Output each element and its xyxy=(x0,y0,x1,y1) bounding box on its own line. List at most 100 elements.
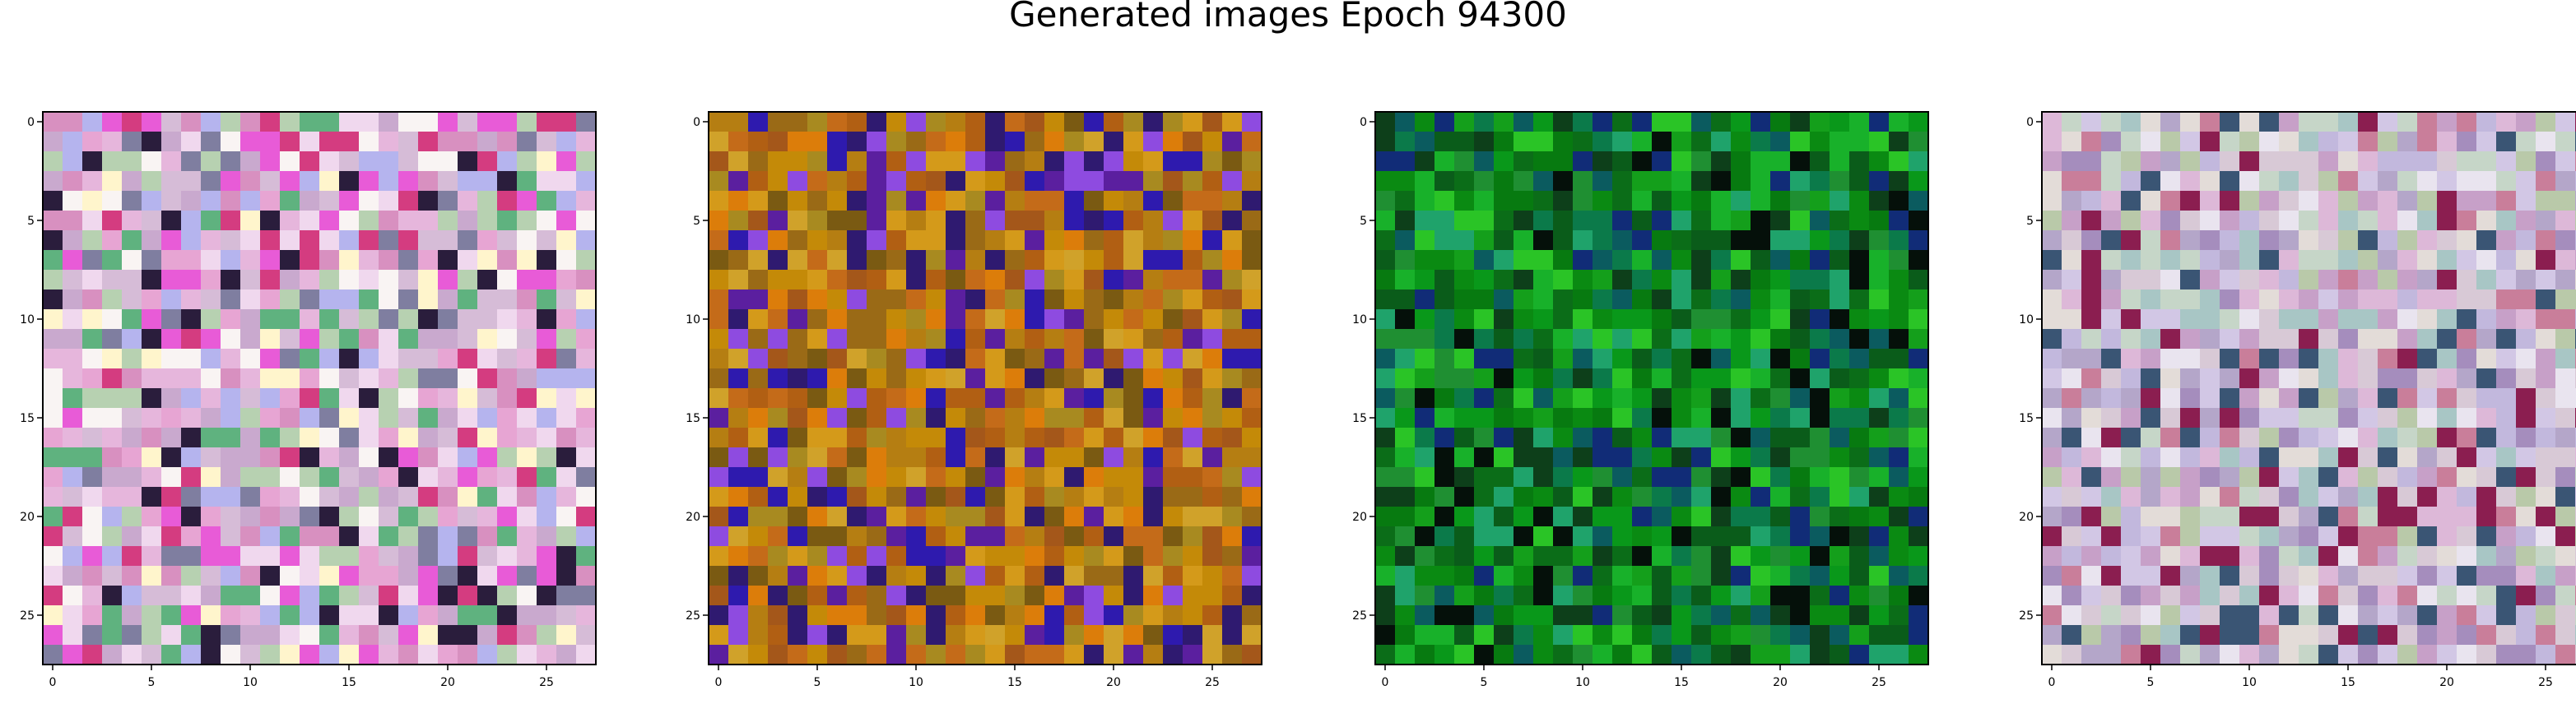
pixel xyxy=(1395,428,1415,447)
pixel xyxy=(319,132,339,151)
pixel xyxy=(339,191,359,211)
pixel xyxy=(319,467,339,487)
pixel xyxy=(2160,526,2180,546)
pixel xyxy=(2318,349,2338,368)
pixel xyxy=(1593,270,1612,289)
pixel xyxy=(1612,132,1632,151)
pixel xyxy=(2121,211,2141,230)
pixel xyxy=(2417,625,2437,645)
pixel xyxy=(1889,171,1909,191)
pixel xyxy=(1123,230,1143,250)
pixel xyxy=(2042,546,2062,566)
pixel xyxy=(2476,487,2496,507)
pixel xyxy=(2338,211,2358,230)
pixel xyxy=(1632,428,1652,447)
pixel xyxy=(1790,132,1810,151)
pixel xyxy=(1849,507,1869,526)
pixel xyxy=(2200,329,2220,349)
pixel xyxy=(2496,368,2516,388)
pixel xyxy=(1869,447,1889,467)
pixel xyxy=(1889,270,1909,289)
pixel xyxy=(240,151,260,171)
pixel xyxy=(181,566,201,586)
pixel xyxy=(1652,329,1672,349)
pixel xyxy=(2279,329,2299,349)
pixel xyxy=(43,526,63,546)
pixel xyxy=(1242,467,1262,487)
pixel xyxy=(201,309,221,329)
pixel xyxy=(1612,388,1632,408)
pixel xyxy=(2081,368,2101,388)
pixel xyxy=(556,211,576,230)
pixel xyxy=(847,408,867,428)
pixel xyxy=(438,566,458,586)
pixel xyxy=(2457,349,2476,368)
pixel xyxy=(1025,467,1044,487)
pixel xyxy=(359,645,379,665)
pixel xyxy=(2081,447,2101,467)
pixel xyxy=(2476,309,2496,329)
pixel xyxy=(965,447,985,467)
pixel xyxy=(359,546,379,566)
pixel xyxy=(201,467,221,487)
pixel xyxy=(2141,487,2160,507)
pixel xyxy=(43,507,63,526)
pixel xyxy=(1123,526,1143,546)
pixel xyxy=(1770,289,1790,309)
pixel xyxy=(2062,191,2081,211)
pixel xyxy=(1375,605,1395,625)
pixel xyxy=(768,211,788,230)
pixel xyxy=(1202,605,1222,625)
pixel xyxy=(1770,329,1790,349)
pixel xyxy=(1632,270,1652,289)
pixel xyxy=(1909,388,1928,408)
pixel xyxy=(1415,349,1434,368)
pixel xyxy=(965,625,985,645)
pixel xyxy=(161,408,181,428)
pixel xyxy=(1222,428,1242,447)
pixel xyxy=(102,546,122,566)
pixel xyxy=(2378,586,2397,605)
pixel xyxy=(2081,625,2101,645)
pixel xyxy=(1770,230,1790,250)
pixel xyxy=(497,132,517,151)
pixel xyxy=(280,289,300,309)
pixel xyxy=(1711,171,1731,191)
y-tick-label: 15 xyxy=(686,412,700,425)
pixel xyxy=(1242,368,1262,388)
pixel xyxy=(2417,467,2437,487)
pixel xyxy=(2397,467,2417,487)
pixel xyxy=(379,211,398,230)
pixel xyxy=(1025,368,1044,388)
pixel xyxy=(102,526,122,546)
pixel xyxy=(1104,211,1123,230)
pixel xyxy=(2062,388,2081,408)
pixel xyxy=(379,368,398,388)
pixel xyxy=(1044,270,1064,289)
pixel xyxy=(827,586,847,605)
pixel xyxy=(1415,526,1434,546)
pixel xyxy=(748,625,768,645)
pixel xyxy=(788,132,807,151)
pixel xyxy=(1810,546,1830,566)
pixel xyxy=(1494,605,1514,625)
pixel xyxy=(63,132,82,151)
pixel xyxy=(2180,349,2200,368)
pixel xyxy=(1434,388,1454,408)
pixel xyxy=(161,625,181,645)
pixel xyxy=(788,151,807,171)
pixel xyxy=(1652,388,1672,408)
pixel xyxy=(201,289,221,309)
pixel xyxy=(2358,546,2378,566)
pixel xyxy=(319,447,339,467)
pixel xyxy=(886,605,906,625)
pixel xyxy=(181,171,201,191)
pixel xyxy=(1830,447,1849,467)
pixel xyxy=(1770,151,1790,171)
pixel xyxy=(1005,526,1025,546)
pixel xyxy=(1810,289,1830,309)
pixel xyxy=(477,289,497,309)
pixel xyxy=(1222,191,1242,211)
pixel xyxy=(1222,447,1242,467)
pixel xyxy=(748,645,768,665)
